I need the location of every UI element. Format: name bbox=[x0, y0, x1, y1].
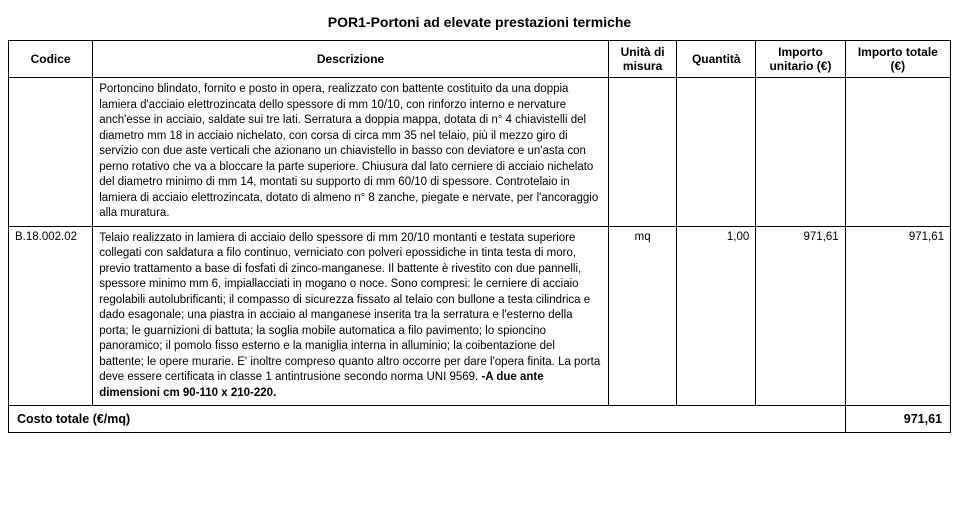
cell-total-2: 971,61 bbox=[845, 226, 950, 406]
header-unitario: Importo unitario (€) bbox=[756, 41, 845, 78]
cell-unit-1 bbox=[608, 78, 676, 227]
header-totale: Importo totale (€) bbox=[845, 41, 950, 78]
page-title: POR1-Portoni ad elevate prestazioni term… bbox=[8, 8, 951, 40]
cell-codice-2: B.18.002.02 bbox=[9, 226, 93, 406]
header-codice: Codice bbox=[9, 41, 93, 78]
cell-codice-1 bbox=[9, 78, 93, 227]
cell-desc-2: Telaio realizzato in lamiera di acciaio … bbox=[93, 226, 609, 406]
footer-value: 971,61 bbox=[845, 406, 950, 433]
cell-total-1 bbox=[845, 78, 950, 227]
price-table: Codice Descrizione Unità di misura Quant… bbox=[8, 40, 951, 433]
footer-label: Costo totale (€/mq) bbox=[9, 406, 846, 433]
header-quantita: Quantità bbox=[677, 41, 756, 78]
header-unita: Unità di misura bbox=[608, 41, 676, 78]
header-descrizione: Descrizione bbox=[93, 41, 609, 78]
table-row: B.18.002.02 Telaio realizzato in lamiera… bbox=[9, 226, 951, 406]
cell-price-1 bbox=[756, 78, 845, 227]
table-row: Portoncino blindato, fornito e posto in … bbox=[9, 78, 951, 227]
cell-price-2: 971,61 bbox=[756, 226, 845, 406]
cell-qty-1 bbox=[677, 78, 756, 227]
cell-unit-2: mq bbox=[608, 226, 676, 406]
cell-desc-1: Portoncino blindato, fornito e posto in … bbox=[93, 78, 609, 227]
desc2-plain: Telaio realizzato in lamiera di acciaio … bbox=[99, 232, 600, 384]
header-row: Codice Descrizione Unità di misura Quant… bbox=[9, 41, 951, 78]
footer-row: Costo totale (€/mq) 971,61 bbox=[9, 406, 951, 433]
cell-qty-2: 1,00 bbox=[677, 226, 756, 406]
